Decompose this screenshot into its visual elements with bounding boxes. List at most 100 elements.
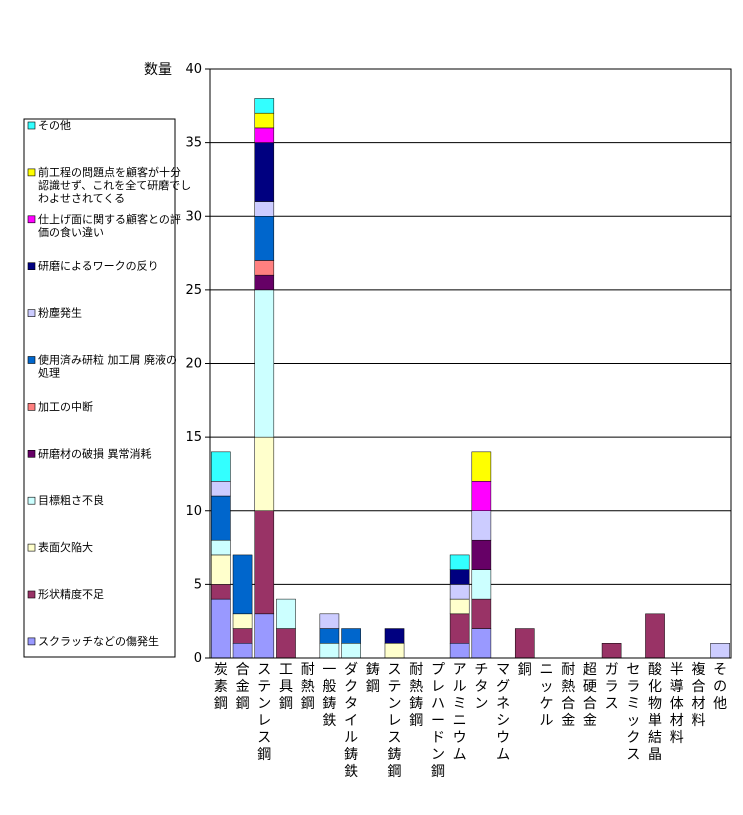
bar-segment	[319, 628, 340, 644]
gridlines	[210, 142, 731, 585]
x-category-label: ガラス	[605, 662, 619, 712]
bar-segment	[319, 613, 340, 629]
x-category-label: マグネシウム	[496, 662, 510, 763]
bar-segment	[471, 510, 492, 541]
bar-segment	[232, 643, 253, 659]
bar-segment	[601, 643, 622, 659]
bar-segment	[449, 643, 470, 659]
x-category-label: ステンレス鋳鋼	[388, 662, 402, 780]
bar-segment	[232, 554, 253, 615]
bar-segment	[471, 539, 492, 570]
bars	[211, 98, 730, 659]
y-tick-label: 0	[194, 651, 202, 666]
x-category-label: 炭素鋼	[214, 662, 228, 712]
x-category-label: セラミックス	[626, 662, 640, 763]
bar-segment	[449, 613, 470, 644]
legend-swatch	[27, 590, 36, 599]
bar-segment	[232, 628, 253, 644]
legend: その他前工程の問題点を顧客が十分認識せず、これを全て研磨でしわよせされてくる仕上…	[23, 118, 191, 658]
bar-segment	[449, 584, 470, 600]
bar-segment	[211, 495, 231, 541]
bar-segment	[471, 598, 492, 629]
y-tick-label: 40	[185, 62, 202, 77]
legend-swatch	[27, 262, 36, 271]
legend-swatch	[27, 215, 36, 224]
legend-label: スクラッチなどの傷発生	[38, 634, 159, 648]
legend-swatch	[27, 449, 36, 458]
legend-swatch	[27, 168, 36, 177]
bar-segment	[514, 628, 535, 659]
x-category-label: 耐熱鋼	[301, 662, 315, 712]
legend-label: 研磨材の破損 異常消耗	[38, 446, 152, 460]
bar-segment	[384, 628, 405, 644]
bar-segment	[211, 451, 231, 482]
bar-segment	[211, 481, 231, 497]
legend-swatch	[27, 356, 36, 364]
bar-segment	[449, 554, 470, 570]
bar-segment	[254, 112, 275, 129]
bar-segment	[254, 142, 275, 202]
bar-segment	[254, 436, 275, 511]
y-tick-label: 5	[194, 577, 202, 592]
legend-label: 加工の中断	[38, 399, 93, 413]
bar-segment	[254, 289, 275, 438]
legend-label: その他	[38, 119, 71, 132]
x-category-label: ダクタイル鋳鉄	[344, 662, 358, 780]
bar-segment	[341, 628, 361, 644]
bar-segment	[211, 598, 231, 659]
bar-segment	[211, 539, 231, 556]
x-axis-categories: 炭素鋼合金鋼ステンレス鋼工具鋼耐熱鋼一般鋳鉄ダクタイル鋳鉄鋳鋼ステンレス鋳鋼耐熱…	[214, 661, 727, 780]
x-category-label: 酸化物単結晶	[648, 662, 662, 763]
y-tick-label: 35	[185, 136, 202, 151]
y-tick-label: 25	[185, 283, 202, 298]
y-tick-label: 20	[185, 357, 202, 372]
legend-label: 使用済み研粒 加工屑 廃液の処理	[38, 353, 177, 380]
x-category-label: 耐熱鋳鋼	[409, 662, 423, 729]
bar-segment	[471, 451, 492, 482]
legend-label: 表面欠陥大	[38, 540, 93, 554]
legend-swatch	[27, 121, 36, 130]
y-axis-label: 数量	[144, 62, 172, 78]
bar-segment	[449, 569, 470, 585]
bar-segment	[254, 127, 275, 143]
x-category-label: 半導体材料	[670, 662, 684, 746]
legend-label: 形状精度不足	[38, 587, 104, 601]
legend-swatch	[27, 543, 36, 552]
bar-segment	[254, 98, 275, 114]
legend-label: 仕上げ面に関する顧客との評価の食い違い	[38, 212, 181, 239]
y-tick-label: 10	[185, 504, 202, 519]
x-category-label: プレハードン鋼	[431, 662, 445, 780]
legend-swatch	[27, 309, 36, 317]
legend-swatch	[27, 637, 36, 646]
bar-segment	[211, 584, 231, 600]
bar-segment	[471, 481, 492, 511]
y-tick-label: 15	[185, 430, 202, 445]
bar-segment	[254, 613, 275, 659]
x-category-label: ニッケル	[539, 662, 553, 729]
x-category-label: ステンレス鋼	[257, 662, 271, 763]
bar-segment	[254, 260, 275, 276]
legend-label: 研磨によるワークの反り	[38, 260, 159, 273]
legend-label: 目標粗さ不良	[38, 493, 104, 507]
bar-segment	[471, 569, 492, 600]
bar-segment	[384, 643, 405, 659]
x-category-label: 銅	[518, 662, 532, 678]
legend-label: 前工程の問題点を顧客が十分認識せず、これを全て研磨でしわよせされてくる	[38, 165, 191, 205]
bar-segment	[232, 613, 253, 629]
bar-segment	[471, 628, 492, 659]
x-category-label: 超硬合金	[583, 662, 597, 729]
x-category-label: 合金鋼	[236, 662, 250, 712]
x-category-label: アルミニウム	[453, 662, 467, 763]
bar-segment	[710, 643, 730, 659]
bar-segment	[254, 274, 275, 291]
bar-segment	[254, 201, 275, 217]
bar-segment	[449, 598, 470, 615]
x-category-label: その他	[713, 662, 727, 712]
legend-swatch	[27, 403, 36, 411]
x-category-label: 耐熱合金	[561, 662, 575, 729]
legend-box	[23, 118, 176, 658]
bar-segment	[254, 216, 275, 261]
y-axis-ticks: 0 5 10 15 20 25 30 35 40	[185, 62, 210, 666]
x-category-label: 工具鋼	[279, 662, 293, 712]
x-category-label: 複合材料	[691, 661, 705, 729]
